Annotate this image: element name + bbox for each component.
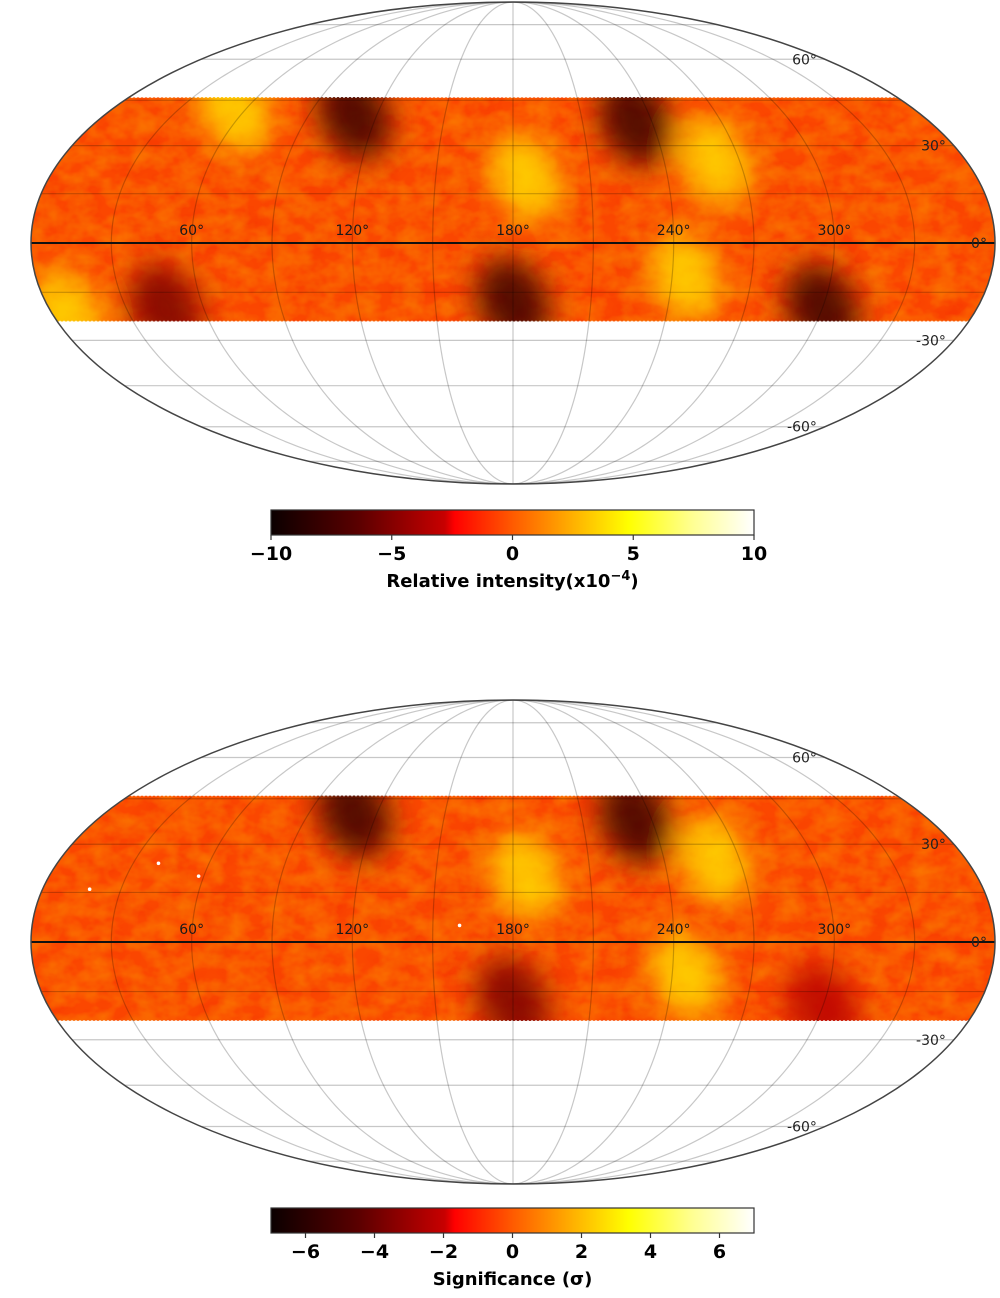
lat-tick-label: 0° [971, 236, 987, 252]
colorbar-tick-label: 5 [627, 543, 640, 565]
colorbar-tick-label: 10 [741, 543, 767, 565]
sky-coverage-band [31, 96, 995, 322]
relative-intensity-skymap: 60° 30° 0° -30° -60° 300° 240° 180° 120° 60° [30, 1, 996, 485]
white-pixel [457, 923, 462, 928]
colorbar-label: Significance (σ) [433, 1269, 593, 1290]
lat-tick-label: -30° [916, 333, 946, 349]
mollweide-outline [30, 699, 996, 1185]
colorbar-tick-label: 2 [575, 1241, 588, 1263]
significance-skymap: 60° 30° 0° -30° -60° 300° 240° 180° 120° 60° [30, 699, 996, 1185]
lat-tick-label: 30° [921, 837, 946, 853]
white-pixel [87, 887, 92, 891]
lat-tick-label: -30° [916, 1033, 946, 1049]
lat-tick-label: -60° [787, 420, 817, 436]
deficit-region [598, 795, 672, 864]
colorbar-tick-label: 6 [713, 1241, 726, 1263]
colorbar-gradient [270, 509, 755, 536]
mollweide-outline [30, 1, 996, 485]
excess-region [489, 133, 563, 222]
lon-tick-label: 120° [335, 922, 369, 938]
deficit-region [317, 97, 391, 160]
lon-tick-label: 120° [335, 223, 369, 239]
lon-tick-label: 60° [179, 223, 204, 239]
colorbar-tick-label: 0 [506, 1241, 519, 1263]
relative-intensity-colorbar: −10 −5 0 5 10 Relative intensity(x10−4) [250, 509, 767, 592]
lon-tick-label: 300° [817, 223, 851, 239]
lon-tick-label: 180° [496, 223, 530, 239]
excess-region [648, 931, 722, 1020]
colorbar-label: Relative intensity(x10−4) [386, 569, 638, 592]
significance-colorbar: −6 −4 −2 0 2 4 6 Significance (σ) [270, 1207, 755, 1290]
excess-region [198, 97, 272, 154]
excess-region [648, 231, 722, 321]
lat-tick-label: 60° [792, 52, 817, 68]
deficit-region [476, 957, 550, 1021]
excess-region [678, 815, 752, 905]
colorbar-tick-label: −6 [291, 1241, 320, 1263]
lon-tick-label: 60° [179, 922, 204, 938]
excess-region [678, 117, 752, 206]
colorbar-tick-label: 0 [506, 543, 519, 565]
deficit-region [785, 963, 859, 1021]
lat-tick-label: 30° [921, 139, 946, 155]
deficit-region [317, 795, 391, 858]
colorbar-gradient [270, 1207, 755, 1234]
deficit-region [128, 264, 202, 322]
lat-tick-label: -60° [787, 1119, 817, 1135]
white-pixel [156, 861, 161, 866]
excess-region [489, 832, 563, 921]
colorbar-tick-label: −5 [377, 543, 406, 565]
lon-tick-label: 240° [657, 922, 691, 938]
deficit-region [598, 97, 672, 166]
deficit-region [785, 264, 859, 322]
colorbar-tick-label: −10 [250, 543, 292, 565]
lon-tick-label: 240° [657, 223, 691, 239]
lon-tick-label: 180° [496, 922, 530, 938]
deficit-region [476, 257, 550, 322]
lat-tick-label: 0° [971, 935, 987, 951]
lat-tick-label: 60° [792, 751, 817, 767]
excess-region [31, 270, 103, 322]
colorbar-tick-label: 4 [644, 1241, 657, 1263]
sky-coverage-band [31, 795, 995, 1022]
lon-tick-label: 300° [817, 922, 851, 938]
colorbar-tick-label: −2 [429, 1241, 458, 1263]
white-pixel [196, 874, 201, 878]
colorbar-tick-label: −4 [360, 1241, 389, 1263]
